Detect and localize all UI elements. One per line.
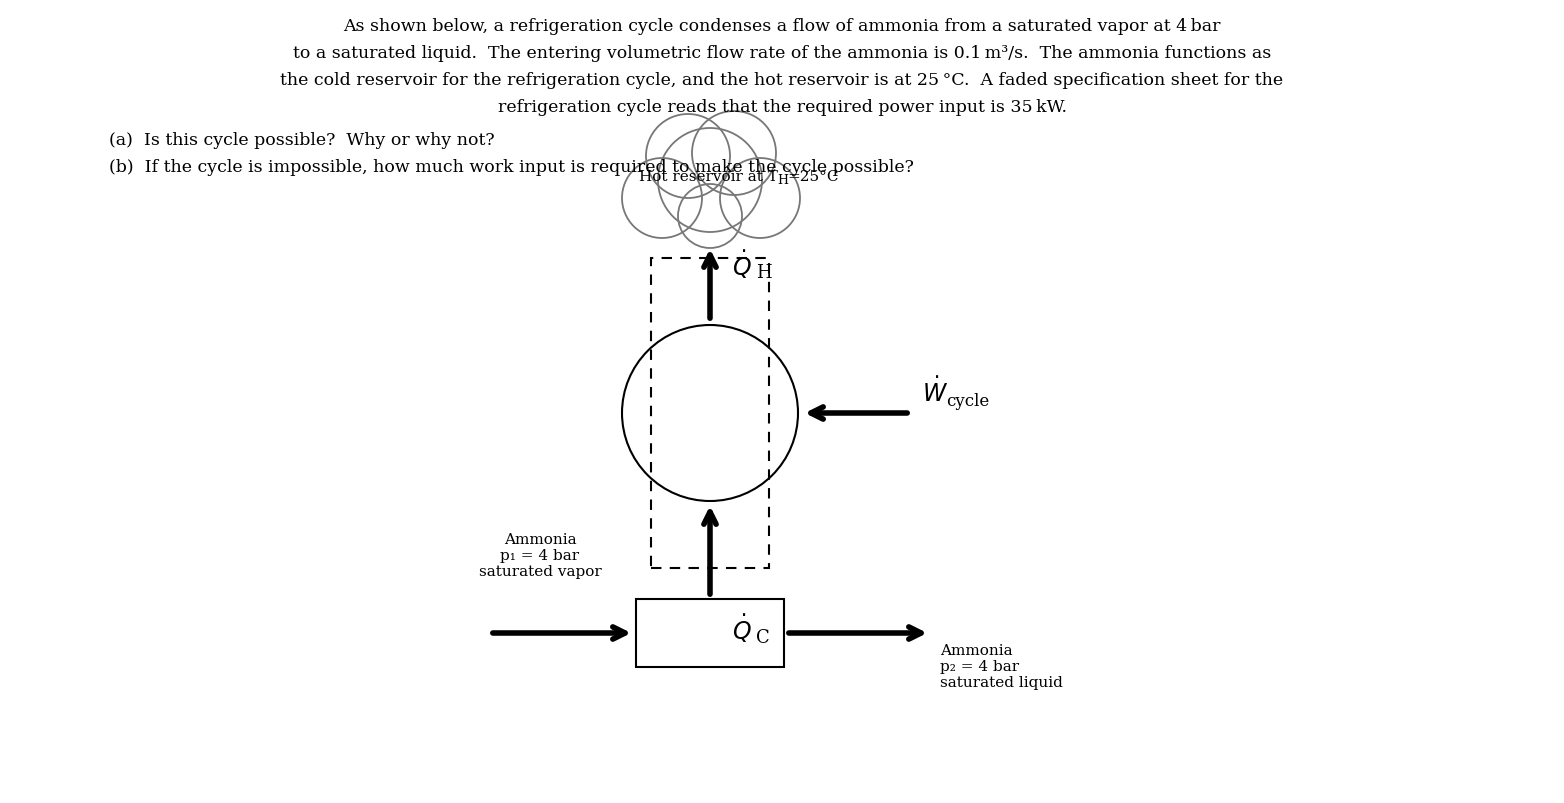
- Circle shape: [691, 112, 776, 196]
- Circle shape: [719, 159, 801, 238]
- Text: (a)  Is this cycle possible?  Why or why not?: (a) Is this cycle possible? Why or why n…: [109, 132, 496, 149]
- Text: $\dot{W}$: $\dot{W}$: [923, 377, 948, 406]
- Text: $\dot{Q}$: $\dot{Q}$: [732, 248, 752, 280]
- Circle shape: [658, 128, 762, 233]
- Text: As shown below, a refrigeration cycle condenses a flow of ammonia from a saturat: As shown below, a refrigeration cycle co…: [343, 18, 1221, 35]
- Text: Ammonia
p₁ = 4 bar
saturated vapor: Ammonia p₁ = 4 bar saturated vapor: [479, 532, 602, 578]
- Circle shape: [679, 185, 741, 249]
- Text: C: C: [755, 628, 769, 646]
- Circle shape: [622, 159, 702, 238]
- Circle shape: [646, 115, 730, 199]
- Text: to a saturated liquid.  The entering volumetric flow rate of the ammonia is 0.1 : to a saturated liquid. The entering volu…: [292, 45, 1272, 62]
- Text: cycle: cycle: [946, 393, 990, 410]
- Text: =25°C: =25°C: [787, 169, 838, 184]
- Text: Ammonia
p₂ = 4 bar
saturated liquid: Ammonia p₂ = 4 bar saturated liquid: [940, 643, 1064, 690]
- Text: the cold reservoir for the refrigeration cycle, and the hot reservoir is at 25 °: the cold reservoir for the refrigeration…: [280, 72, 1284, 89]
- Text: H: H: [777, 174, 788, 187]
- Text: H: H: [755, 263, 771, 281]
- Text: (b)  If the cycle is impossible, how much work input is required to make the cyc: (b) If the cycle is impossible, how much…: [109, 159, 915, 176]
- Bar: [637, 599, 784, 667]
- Text: refrigeration cycle reads that the required power input is 35 kW.: refrigeration cycle reads that the requi…: [497, 99, 1067, 116]
- Text: $\dot{Q}$: $\dot{Q}$: [732, 612, 752, 645]
- Bar: [651, 259, 769, 569]
- Text: Hot reservoir at T: Hot reservoir at T: [638, 169, 777, 184]
